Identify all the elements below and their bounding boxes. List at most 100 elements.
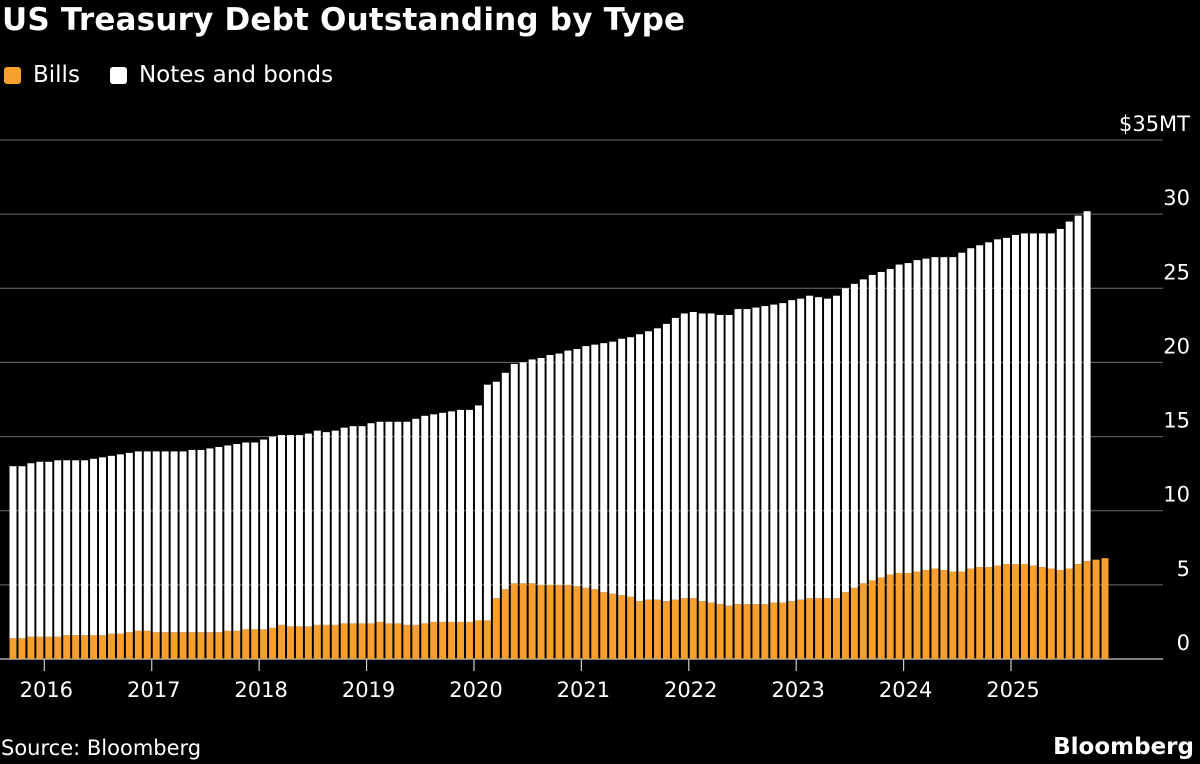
bar-bills [403, 624, 411, 659]
bar-bills [725, 605, 733, 659]
x-tick-label: 2023 [771, 678, 824, 702]
bar-bills [313, 624, 321, 659]
bar-bills [707, 602, 715, 659]
bar-notes-and-bonds [313, 430, 321, 625]
bar-notes-and-bonds [1038, 233, 1046, 568]
bar-notes-and-bonds [385, 421, 393, 624]
bar-bills [358, 623, 366, 659]
bar-bills [152, 632, 160, 659]
bar-bills [689, 598, 697, 659]
bar-bills [609, 593, 617, 659]
bar-bills [349, 623, 357, 659]
bar-bills [600, 592, 608, 659]
bar-notes-and-bonds [940, 257, 948, 571]
bar-bills [537, 584, 545, 659]
bar-notes-and-bonds [215, 446, 223, 633]
bar-bills [752, 604, 760, 659]
bar-bills [1056, 570, 1064, 659]
bar-bills [859, 583, 867, 659]
bar-notes-and-bonds [967, 248, 975, 569]
bar-bills [439, 621, 447, 659]
bar-notes-and-bonds [1047, 233, 1055, 569]
bar-bills [45, 636, 53, 659]
bar-notes-and-bonds [143, 451, 151, 631]
bar-notes-and-bonds [81, 460, 89, 636]
bar-bills [340, 623, 348, 659]
bar-notes-and-bonds [278, 435, 286, 625]
bar-bills [376, 621, 384, 659]
bar-notes-and-bonds [1029, 233, 1037, 566]
y-tick-label: 30 [1163, 186, 1190, 210]
bar-bills [877, 577, 885, 659]
bar-notes-and-bonds [206, 448, 214, 633]
bar-bills [72, 635, 80, 659]
bar-notes-and-bonds [671, 317, 679, 600]
bar-notes-and-bonds [707, 313, 715, 603]
bar-notes-and-bonds [600, 343, 608, 593]
bar-notes-and-bonds [752, 307, 760, 605]
bar-notes-and-bonds [1083, 211, 1091, 562]
bar-bills [1065, 568, 1073, 659]
bar-bills [850, 587, 858, 659]
bar-notes-and-bonds [152, 451, 160, 633]
bar-notes-and-bonds [18, 466, 26, 639]
x-tick-label: 2022 [664, 678, 717, 702]
bar-bills [1047, 568, 1055, 659]
bar-notes-and-bonds [36, 461, 44, 637]
bar-bills [967, 568, 975, 659]
bar-bills [188, 632, 196, 659]
bar-notes-and-bonds [841, 288, 849, 593]
bar-notes-and-bonds [439, 412, 447, 622]
bar-notes-and-bonds [376, 421, 384, 622]
bar-bills [143, 630, 151, 659]
bar-bills [1038, 567, 1046, 659]
bar-bills [895, 572, 903, 659]
bar-bills [286, 626, 294, 659]
bar-bills [501, 589, 509, 659]
bar-bills [466, 621, 473, 659]
bar-bills [510, 583, 518, 659]
bar-bills [474, 620, 482, 659]
bar-notes-and-bonds [1065, 221, 1073, 569]
bar-bills [788, 601, 796, 659]
bar-notes-and-bonds [107, 455, 115, 634]
bar-notes-and-bonds [591, 344, 599, 590]
bar-bills [304, 626, 312, 659]
bar-bills [206, 632, 214, 659]
bar-notes-and-bonds [779, 303, 787, 603]
bar-notes-and-bonds [797, 298, 805, 600]
bar-bills [457, 621, 465, 659]
bar-bills [913, 571, 921, 659]
x-tick-label: 2017 [127, 678, 180, 702]
bar-notes-and-bonds [761, 306, 769, 605]
bar-bills [99, 635, 106, 659]
bar-bills [81, 635, 89, 659]
bar-bills [492, 598, 500, 659]
bar-bills [197, 632, 205, 659]
bar-notes-and-bonds [45, 461, 53, 637]
bar-bills [922, 570, 930, 659]
bar-bills [367, 623, 375, 659]
bar-notes-and-bonds [725, 314, 733, 606]
bar-bills [564, 584, 572, 659]
bar-bills [116, 633, 124, 659]
bar-notes-and-bonds [90, 458, 98, 636]
bar-notes-and-bonds [492, 381, 500, 599]
legend: Bills Notes and bonds [4, 62, 363, 88]
bar-bills [224, 630, 232, 659]
bar-notes-and-bonds [224, 445, 232, 631]
y-tick-label: $35MT [1119, 112, 1190, 136]
bar-notes-and-bonds [340, 427, 348, 624]
bar-notes-and-bonds [1020, 233, 1028, 565]
bar-bills [242, 629, 250, 659]
y-tick-label: 15 [1163, 409, 1190, 433]
bar-notes-and-bonds [994, 239, 1002, 566]
bar-bills [940, 570, 948, 659]
bar-bills [90, 635, 98, 659]
y-tick-label: 10 [1163, 483, 1190, 507]
x-tick-label: 2018 [234, 678, 287, 702]
bar-notes-and-bonds [510, 363, 518, 584]
bar-notes-and-bonds [788, 300, 796, 602]
bar-bills [824, 598, 832, 659]
